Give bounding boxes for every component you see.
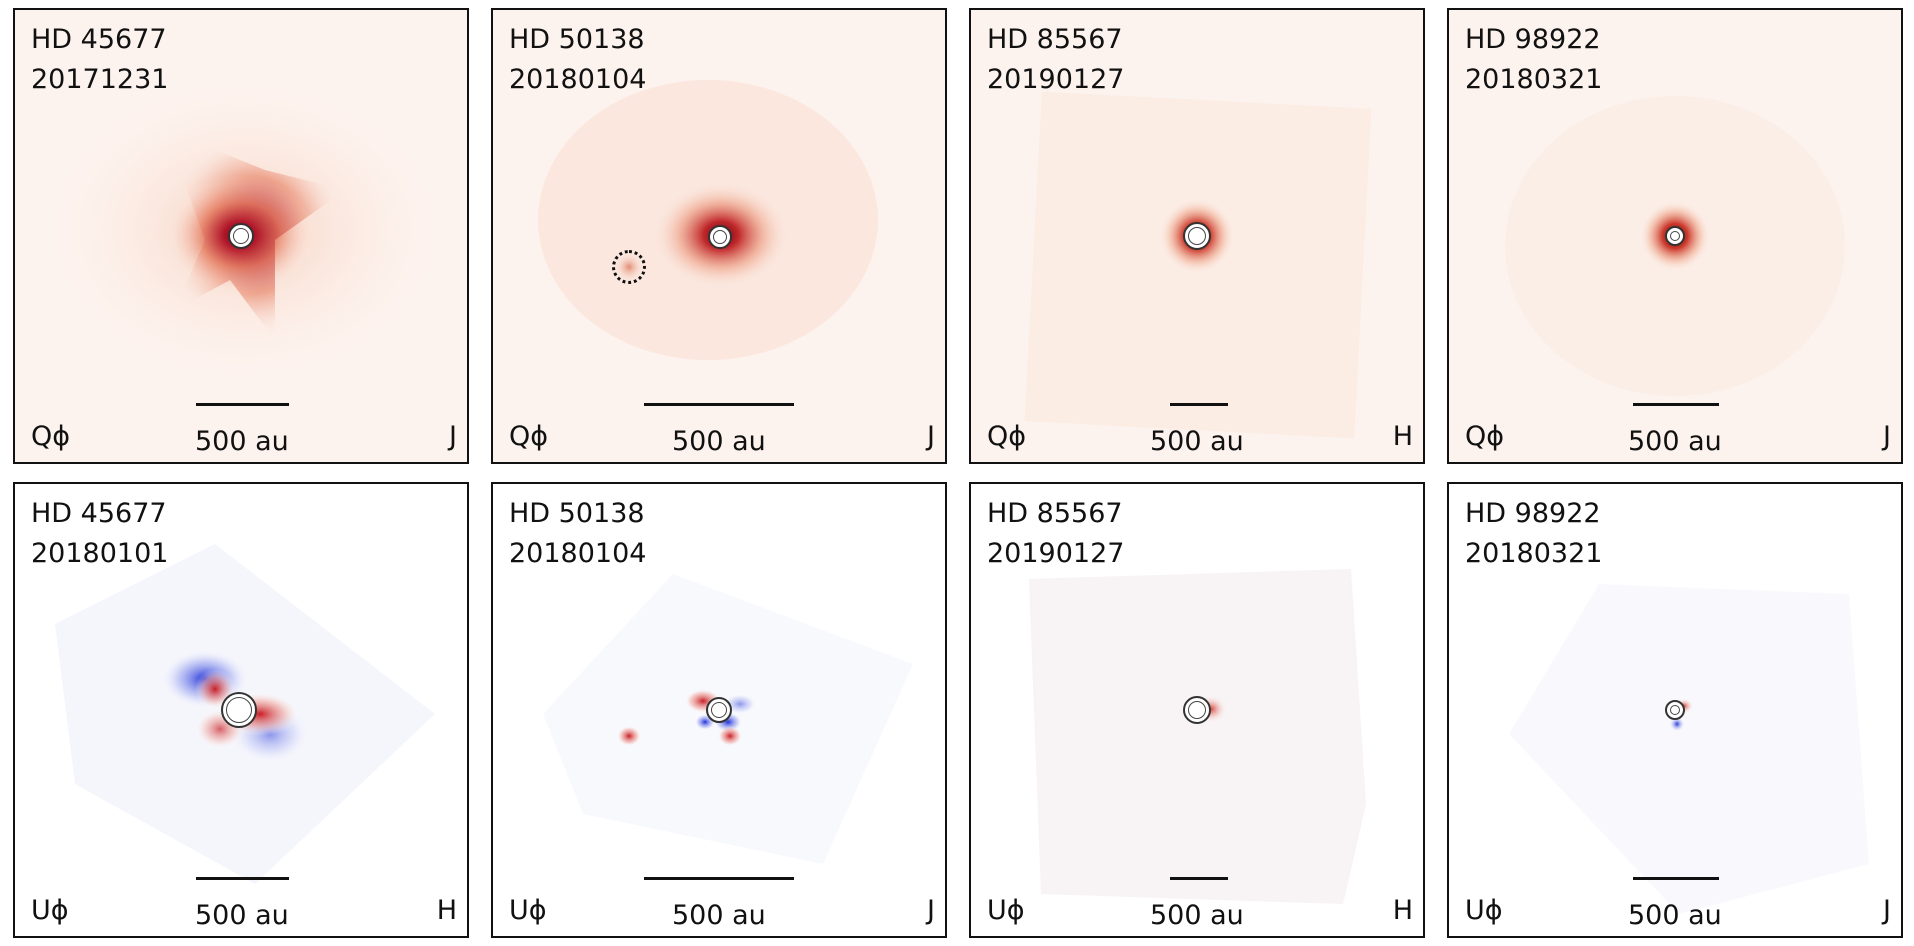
- stokes-label: Qϕ: [31, 421, 71, 452]
- scale-bar-label: 500 au: [195, 426, 289, 457]
- scale-bar-label: 500 au: [672, 426, 766, 457]
- stokes-label: Uϕ: [31, 895, 69, 926]
- scale-bar: [1633, 877, 1719, 880]
- coronagraph-mask: [221, 692, 257, 728]
- target-name: HD 85567: [987, 24, 1123, 55]
- band-label: H: [1392, 421, 1413, 452]
- companion-marker: [612, 250, 646, 284]
- panel-uphi-hd85567: HD 85567 20190127 500 au Uϕ H: [969, 482, 1425, 938]
- band-label: J: [449, 421, 457, 452]
- band-label: J: [927, 895, 935, 926]
- coronagraph-mask: [706, 697, 732, 723]
- scale-bar: [644, 877, 794, 880]
- observation-date: 20180321: [1465, 64, 1603, 95]
- scale-bar: [1633, 403, 1719, 406]
- scale-bar-label: 500 au: [1150, 900, 1244, 931]
- band-label: J: [1883, 421, 1891, 452]
- band-label: J: [1883, 895, 1891, 926]
- observation-date: 20180101: [31, 538, 169, 569]
- panel-qphi-hd45677: HD 45677 20171231 500 au Qϕ J: [13, 8, 469, 464]
- target-name: HD 45677: [31, 498, 167, 529]
- scale-bar: [1170, 403, 1228, 406]
- target-name: HD 98922: [1465, 24, 1601, 55]
- stokes-label: Uϕ: [509, 895, 547, 926]
- target-name: HD 85567: [987, 498, 1123, 529]
- coronagraph-mask: [228, 223, 254, 249]
- panel-qphi-hd50138: HD 50138 20180104 500 au Qϕ J: [491, 8, 947, 464]
- stokes-label: Qϕ: [987, 421, 1027, 452]
- panel-qphi-hd85567: HD 85567 20190127 500 au Qϕ H: [969, 8, 1425, 464]
- uphi-image-hd50138: [493, 484, 945, 936]
- scale-bar: [644, 403, 794, 406]
- stokes-label: Qϕ: [509, 421, 549, 452]
- scale-bar: [196, 403, 289, 406]
- coronagraph-mask: [1183, 222, 1211, 250]
- stokes-label: Uϕ: [1465, 895, 1503, 926]
- scale-bar-label: 500 au: [195, 900, 289, 931]
- target-name: HD 45677: [31, 24, 167, 55]
- target-name: HD 50138: [509, 24, 645, 55]
- stokes-label: Qϕ: [1465, 421, 1505, 452]
- observation-date: 20190127: [987, 538, 1125, 569]
- observation-date: 20180104: [509, 538, 647, 569]
- scale-bar-label: 500 au: [1628, 426, 1722, 457]
- panel-uphi-hd98922: HD 98922 20180321 500 au Uϕ J: [1447, 482, 1903, 938]
- scale-bar: [1170, 877, 1228, 880]
- panel-uphi-hd50138: HD 50138 20180104 500 au Uϕ J: [491, 482, 947, 938]
- scale-bar-label: 500 au: [1628, 900, 1722, 931]
- panel-uphi-hd45677: HD 45677 20180101 500 au Uϕ H: [13, 482, 469, 938]
- target-name: HD 98922: [1465, 498, 1601, 529]
- band-label: J: [927, 421, 935, 452]
- band-label: H: [436, 895, 457, 926]
- coronagraph-mask: [708, 225, 732, 249]
- band-label: H: [1392, 895, 1413, 926]
- uphi-image-hd85567: [971, 484, 1423, 936]
- observation-date: 20190127: [987, 64, 1125, 95]
- scale-bar-label: 500 au: [1150, 426, 1244, 457]
- observation-date: 20171231: [31, 64, 169, 95]
- observation-date: 20180104: [509, 64, 647, 95]
- stokes-label: Uϕ: [987, 895, 1025, 926]
- scale-bar: [196, 877, 289, 880]
- target-name: HD 50138: [509, 498, 645, 529]
- observation-date: 20180321: [1465, 538, 1603, 569]
- panel-qphi-hd98922: HD 98922 20180321 500 au Qϕ J: [1447, 8, 1903, 464]
- coronagraph-mask: [1665, 700, 1685, 720]
- qphi-image-hd85567: [971, 10, 1423, 462]
- scale-bar-label: 500 au: [672, 900, 766, 931]
- coronagraph-mask: [1665, 226, 1685, 246]
- coronagraph-mask: [1183, 696, 1211, 724]
